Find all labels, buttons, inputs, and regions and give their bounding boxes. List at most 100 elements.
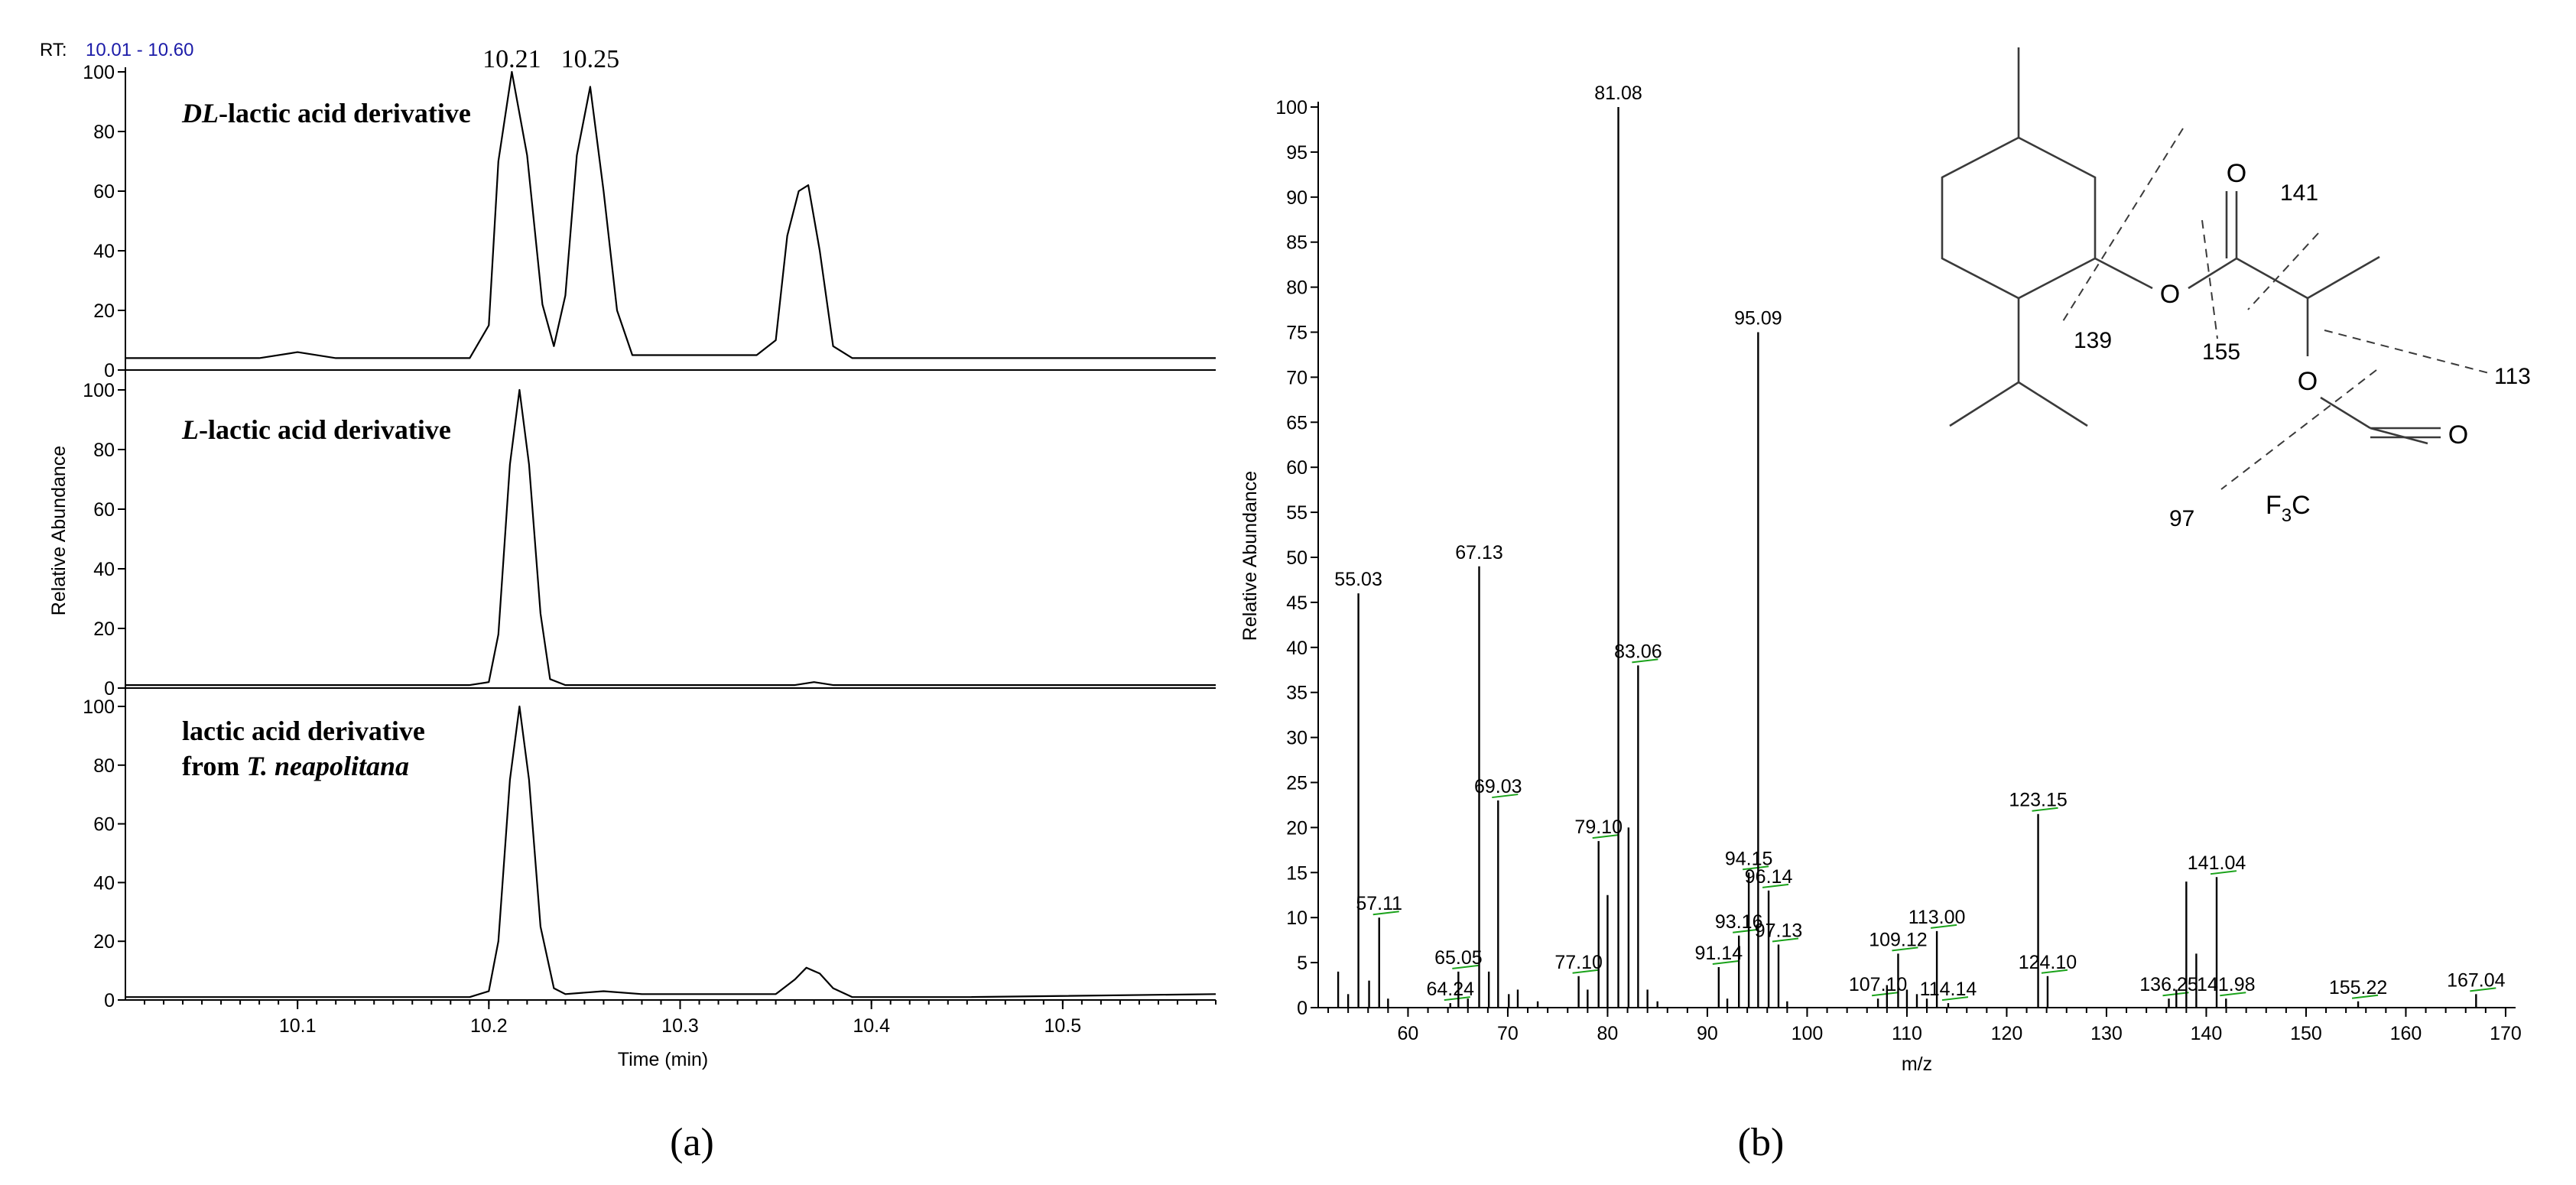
y-tick-label-a2: 20: [93, 618, 115, 640]
y-tick-label-a1: 80: [93, 122, 115, 143]
peak-mz-label: 113.00: [1908, 907, 1966, 928]
x-tick-label-a: 10.3: [661, 1015, 699, 1037]
fragment-113: 113: [2494, 364, 2531, 389]
y-tick-label-b: 50: [1286, 547, 1307, 569]
x-tick-label-b: 120: [1991, 1023, 2023, 1044]
y-tick-label-a1: 20: [93, 300, 115, 322]
structure-cleavage-lines: [2060, 128, 2490, 490]
x-axis-title-a: Time (min): [618, 1049, 709, 1070]
peak-label-marker: [1444, 996, 1470, 1002]
cf3-c: C: [2292, 491, 2311, 520]
fragment-141: 141: [2280, 180, 2318, 206]
fragment-139: 139: [2074, 328, 2112, 353]
peak-mz-label: 141.04: [2188, 852, 2246, 874]
peak-mz-label: 141.98: [2197, 974, 2255, 995]
chromatogram-trace-2: [125, 388, 1216, 687]
panel-b-marks: 0 5 10 15 20 25 30 35 40 45 50 55 60 65 70 75 80 85 90 95 10…: [1275, 83, 2522, 1044]
x-tick-label-b: 150: [2290, 1023, 2322, 1044]
peak-mz-label: 83.06: [1614, 641, 1662, 662]
y-tick-label-b: 35: [1286, 683, 1307, 704]
peak-mz-label: 109.12: [1869, 929, 1927, 950]
y-tick-label-b: 60: [1286, 457, 1307, 479]
panel-a-label: (a): [670, 1121, 714, 1164]
peak-label-marker: [1592, 834, 1619, 839]
structure-bonds: [1941, 47, 2441, 445]
y-tick-label-a2: 60: [93, 499, 115, 521]
peak-label-marker: [1871, 992, 1899, 997]
x-tick-label-a: 10.2: [470, 1015, 508, 1037]
peak-mz-label: 94.15: [1725, 848, 1773, 869]
y-tick-label-b: 95: [1286, 142, 1307, 164]
peak-mz-label: 97.13: [1755, 920, 1803, 942]
y-tick-label-b: 25: [1286, 773, 1307, 794]
peak-label-marker: [2470, 987, 2496, 992]
peak-label: 10.21: [482, 45, 541, 73]
peak-label-marker: [1712, 959, 1739, 965]
y-tick-label-a2: 0: [104, 678, 115, 700]
y-tick-label-a1: 0: [104, 360, 115, 381]
panel-b: m/z Relative Abundance (b) 0 5 10 15 20 25 30 3…: [1239, 83, 2522, 1164]
x-tick-label-b: 110: [1892, 1023, 1922, 1044]
peak-label-marker: [1372, 911, 1399, 916]
y-tick-label-b: 90: [1286, 187, 1307, 209]
y-tick-label-a2: 100: [83, 380, 115, 401]
y-tick-label-b: 20: [1286, 817, 1307, 839]
cf3-subscript: 3: [2282, 505, 2292, 526]
peak-mz-label: 167.04: [2447, 969, 2506, 991]
peak-mz-label: 155.22: [2329, 977, 2387, 998]
peak-mz-label: 95.09: [1734, 308, 1782, 330]
y-tick-label-a1: 40: [93, 241, 115, 262]
y-tick-label-b: 55: [1286, 502, 1307, 524]
carbonyl-oxygen-1: O: [2227, 159, 2246, 188]
peak-mz-label: 69.03: [1474, 776, 1522, 797]
y-tick-label-b: 30: [1286, 728, 1307, 749]
cf3-f: F: [2266, 491, 2282, 520]
y-tick-label-a2: 40: [93, 559, 115, 580]
peak-label-marker: [2041, 969, 2068, 974]
fragment-155: 155: [2202, 339, 2240, 365]
x-tick-label-a: 10.1: [279, 1015, 317, 1037]
y-tick-label-b: 75: [1286, 323, 1307, 344]
fragment-97: 97: [2169, 506, 2194, 531]
x-tick-label-b: 130: [2090, 1023, 2123, 1044]
y-tick-label-b: 80: [1286, 278, 1307, 299]
y-axis-title-b: Relative Abundance: [1239, 471, 1261, 641]
peak-mz-label: 81.08: [1594, 83, 1642, 104]
x-tick-label-b: 70: [1497, 1023, 1519, 1044]
y-tick-label-b: 70: [1286, 367, 1307, 388]
y-tick-label-b: 15: [1286, 862, 1307, 884]
y-tick-label-a3: 0: [104, 990, 115, 1011]
x-tick-label-b: 170: [2490, 1023, 2522, 1044]
trace1-title-rest: -lactic acid derivative: [219, 98, 471, 128]
x-tick-label-b: 100: [1792, 1023, 1824, 1044]
y-tick-label-a3: 80: [93, 755, 115, 777]
trace3-title-prefix: from: [182, 751, 246, 781]
y-tick-label-b: 0: [1297, 998, 1307, 1019]
trace2-title-italic: L: [181, 414, 199, 445]
y-tick-label-a1: 60: [93, 181, 115, 203]
y-tick-label-a3: 100: [83, 696, 115, 718]
peak-label-marker: [2351, 994, 2379, 999]
trace2-title: L-lactic acid derivative: [181, 414, 451, 445]
x-axis-title-b: m/z: [1902, 1054, 1932, 1075]
peak-mz-label: 96.14: [1745, 866, 1793, 888]
y-tick-label-b: 45: [1286, 592, 1307, 614]
x-tick-label-a: 10.4: [853, 1015, 890, 1037]
y-tick-label-b: 85: [1286, 232, 1307, 254]
chromatogram-trace-3: [125, 705, 1217, 998]
ester-oxygen: O: [2160, 280, 2180, 309]
peak-label-marker: [1733, 928, 1759, 933]
y-tick-label-a3: 60: [93, 814, 115, 836]
x-tick-label-b: 60: [1398, 1023, 1419, 1044]
peak-label-marker: [1930, 924, 1957, 929]
y-tick-label-b: 100: [1275, 97, 1307, 118]
trace1-title: DL-lactic acid derivative: [181, 98, 471, 128]
y-tick-label-b: 65: [1286, 412, 1307, 433]
peak-mz-label: 55.03: [1334, 569, 1382, 590]
ether-oxygen: O: [2298, 367, 2318, 396]
y-tick-label-a3: 20: [93, 931, 115, 953]
peak-label-marker: [1762, 883, 1789, 888]
x-tick-label-b: 80: [1597, 1023, 1619, 1044]
peak-label-marker: [1892, 946, 1918, 952]
